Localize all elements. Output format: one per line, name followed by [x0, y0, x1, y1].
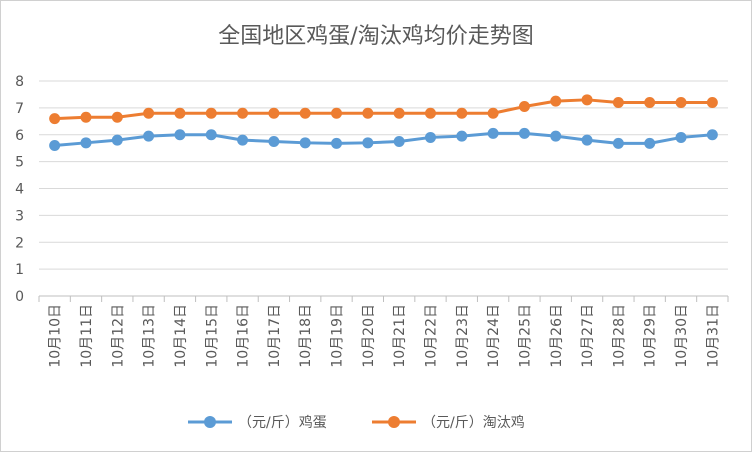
x-tick-label: 10月19日	[330, 304, 346, 368]
cull-hen-point	[237, 107, 249, 119]
egg-point	[675, 131, 687, 143]
egg-point	[299, 137, 311, 149]
cull-hen-point	[706, 97, 718, 108]
cull-hen-point	[550, 95, 562, 107]
egg-point	[644, 137, 656, 149]
cull-hen-point	[487, 107, 499, 119]
x-tick-label: 10月23日	[455, 304, 471, 368]
cull-hen-point	[111, 111, 123, 123]
x-tick-label: 10月14日	[173, 304, 189, 368]
legend: （元/斤）鸡蛋 （元/斤）淘汰鸡	[188, 414, 525, 431]
cull-hen-point	[331, 107, 343, 119]
y-tick-label: 5	[15, 155, 24, 171]
egg-point	[456, 130, 468, 142]
egg-point	[487, 127, 499, 139]
egg-point	[205, 129, 217, 141]
cull-hen-point	[80, 111, 92, 123]
series-layer	[49, 94, 718, 151]
y-tick-label: 6	[15, 128, 24, 144]
egg-point	[362, 137, 374, 149]
x-tick-label: 10月30日	[674, 304, 690, 368]
cull-hen-point	[456, 107, 468, 119]
series-line-egg	[54, 131, 713, 147]
egg-point	[174, 129, 186, 141]
egg-point	[706, 129, 718, 141]
x-tick-label: 10月13日	[142, 304, 158, 368]
x-tick-label: 10月29日	[643, 304, 659, 368]
cull-hen-point	[299, 107, 311, 119]
axes: 0 1 2 3 4 5 6 7 8 10月10日 10月11日 10月12日 10月13日 10月14日 1…	[15, 74, 729, 368]
x-tick-label: 10月10日	[48, 304, 64, 368]
gridlines	[39, 80, 728, 270]
x-tick-label: 10月28日	[611, 304, 627, 368]
egg-point	[143, 130, 155, 142]
cull-hen-point	[268, 107, 280, 119]
egg-point	[581, 134, 593, 146]
y-tick-label: 7	[15, 101, 24, 117]
legend-item-egg: （元/斤）鸡蛋	[188, 414, 327, 431]
cull-hen-point	[644, 97, 656, 108]
legend-egg-label: （元/斤）鸡蛋	[238, 414, 327, 431]
x-tick-label: 10月26日	[549, 304, 565, 368]
egg-point	[518, 127, 530, 139]
x-tick-label: 10月12日	[110, 304, 126, 368]
x-tick-label: 10月17日	[267, 304, 283, 368]
cull-hen-point	[143, 107, 155, 119]
x-tick-label: 10月16日	[236, 304, 252, 368]
egg-point	[612, 137, 624, 149]
cull-hen-point	[518, 101, 530, 113]
cull-hen-point	[581, 94, 593, 106]
x-tick-label: 10月31日	[705, 304, 721, 368]
egg-point	[331, 137, 343, 149]
legend-cull-hen-marker	[388, 416, 400, 428]
y-tick-label: 2	[15, 235, 24, 251]
cull-hen-point	[424, 107, 436, 119]
cull-hen-point	[362, 107, 374, 119]
cull-hen-point	[174, 107, 186, 119]
y-tick-label: 1	[15, 262, 24, 278]
x-tick-label: 10月15日	[204, 304, 220, 368]
cull-hen-point	[205, 107, 217, 119]
x-tick-label: 10月27日	[580, 304, 596, 368]
cull-hen-point	[675, 97, 687, 108]
x-tick-label: 10月25日	[517, 304, 533, 368]
legend-item-cull-hen: （元/斤）淘汰鸡	[372, 414, 525, 431]
x-tick-label: 10月11日	[79, 304, 95, 368]
x-tick-label: 10月21日	[392, 304, 408, 368]
egg-point	[80, 137, 92, 149]
egg-point	[111, 134, 123, 146]
egg-point	[237, 134, 249, 146]
legend-cull-hen-label: （元/斤）淘汰鸡	[422, 414, 525, 431]
x-tick-label: 10月18日	[298, 304, 314, 368]
y-tick-label: 8	[15, 74, 24, 90]
cull-hen-point	[612, 97, 624, 108]
series-line-cull-hen	[54, 98, 713, 121]
x-tick-label: 10月20日	[361, 304, 377, 368]
y-tick-label: 4	[15, 182, 24, 198]
legend-egg-marker	[204, 416, 216, 428]
egg-point	[424, 131, 436, 143]
egg-point	[49, 140, 61, 151]
y-tick-label: 0	[15, 289, 24, 305]
egg-point	[393, 135, 405, 147]
x-tick-label: 10月24日	[486, 304, 502, 368]
chart-title: 全国地区鸡蛋/淘汰鸡均价走势图	[218, 24, 533, 49]
x-tick-label: 10月22日	[423, 304, 439, 368]
cull-hen-point	[393, 107, 405, 119]
egg-point	[268, 135, 280, 147]
egg-point	[550, 130, 562, 142]
cull-hen-point	[49, 113, 61, 125]
y-tick-label: 3	[15, 208, 24, 224]
